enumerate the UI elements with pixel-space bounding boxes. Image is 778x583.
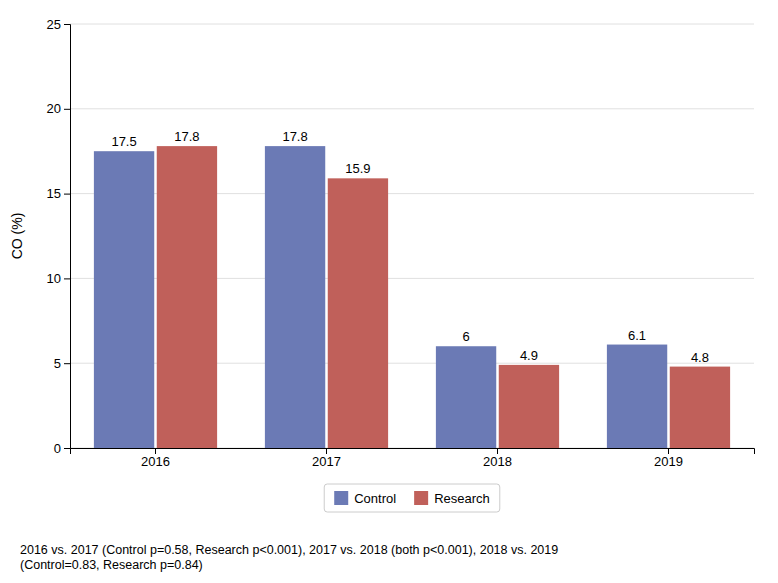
y-tick-mark [64,278,70,279]
x-tick-label: 2018 [483,454,512,469]
caption-line: (Control=0.83, Research p=0.84) [20,558,203,572]
bar [157,146,217,448]
chart-svg: 0 5 10 15 20 25 2016 2017 2018 2019 CO (%) 17.5 17.8… [0,0,778,583]
data-label: 4.9 [520,348,538,363]
x-tick-mark [497,448,498,454]
plot-area: 0 5 10 15 20 25 2016 2017 2018 2019 CO (%) 17.5 17.8… [9,17,755,470]
bar-series [157,146,730,448]
y-tick-mark [64,194,70,195]
data-label: 6 [462,329,469,344]
x-tick: 2016 [141,448,170,469]
y-axis-line [64,25,71,449]
y-tick-mark [64,24,70,25]
y-tick-mark [64,448,70,449]
bar [670,367,730,448]
y-tick-label: 0 [54,441,61,456]
y-axis-title: CO (%) [9,213,25,260]
y-tick-mark [64,363,70,364]
x-tick-label: 2019 [654,454,683,469]
x-tick: 2017 [312,448,341,469]
bar [436,346,496,448]
bars [94,146,730,448]
y-tick-label: 20 [47,101,61,116]
data-labels: 17.5 17.8 6 6.1 17.8 15.9 4.9 4.8 [111,129,709,364]
x-tick: 2019 [654,448,683,469]
x-tick-label: 2016 [141,454,170,469]
data-label: 15.9 [345,161,370,176]
x-tick-mark [668,448,669,454]
y-tick: 5 [54,356,70,371]
grid [70,24,754,448]
x-axis: 2016 2017 2018 2019 [71,448,755,469]
y-axis: 0 5 10 15 20 25 [47,17,71,456]
data-label: 6.1 [628,328,646,343]
x-tick-mark [326,448,327,454]
legend-item: Research [414,491,490,506]
grid-line [70,108,754,109]
x-tick-mark [155,448,156,454]
grid-line [70,24,754,25]
bar [328,178,388,448]
y-tick-label: 25 [47,17,61,32]
legend-label: Research [434,491,490,506]
legend-swatch [334,491,348,505]
y-tick-label: 15 [47,186,61,201]
y-tick: 0 [54,441,70,456]
y-tick-mark [64,109,70,110]
caption: 2016 vs. 2017 (Control p=0.58, Research … [20,543,558,572]
chart-container: 0 5 10 15 20 25 2016 2017 2018 2019 CO (%) 17.5 17.8… [0,0,778,583]
y-tick: 15 [47,186,70,201]
data-label: 17.8 [282,129,307,144]
x-tick-label: 2017 [312,454,341,469]
legend-frame [324,484,500,512]
legend-label: Control [354,491,396,506]
bar [499,365,559,448]
x-tick: 2018 [483,448,512,469]
legend-swatch [414,491,428,505]
data-label: 17.5 [111,134,136,149]
bar-series [94,146,667,448]
y-tick-label: 5 [54,356,61,371]
bar [607,345,667,448]
caption-line: 2016 vs. 2017 (Control p=0.58, Research … [20,543,558,557]
y-tick-label: 10 [47,271,61,286]
x-axis-line [71,449,755,455]
data-label: 17.8 [174,129,199,144]
y-tick: 25 [47,17,70,32]
y-tick: 20 [47,101,70,116]
y-tick: 10 [47,271,70,286]
data-label: 4.8 [691,350,709,365]
bar [94,151,154,448]
legend-item: Control [334,491,396,506]
bar [265,146,325,448]
legend: Control Research [324,484,500,512]
